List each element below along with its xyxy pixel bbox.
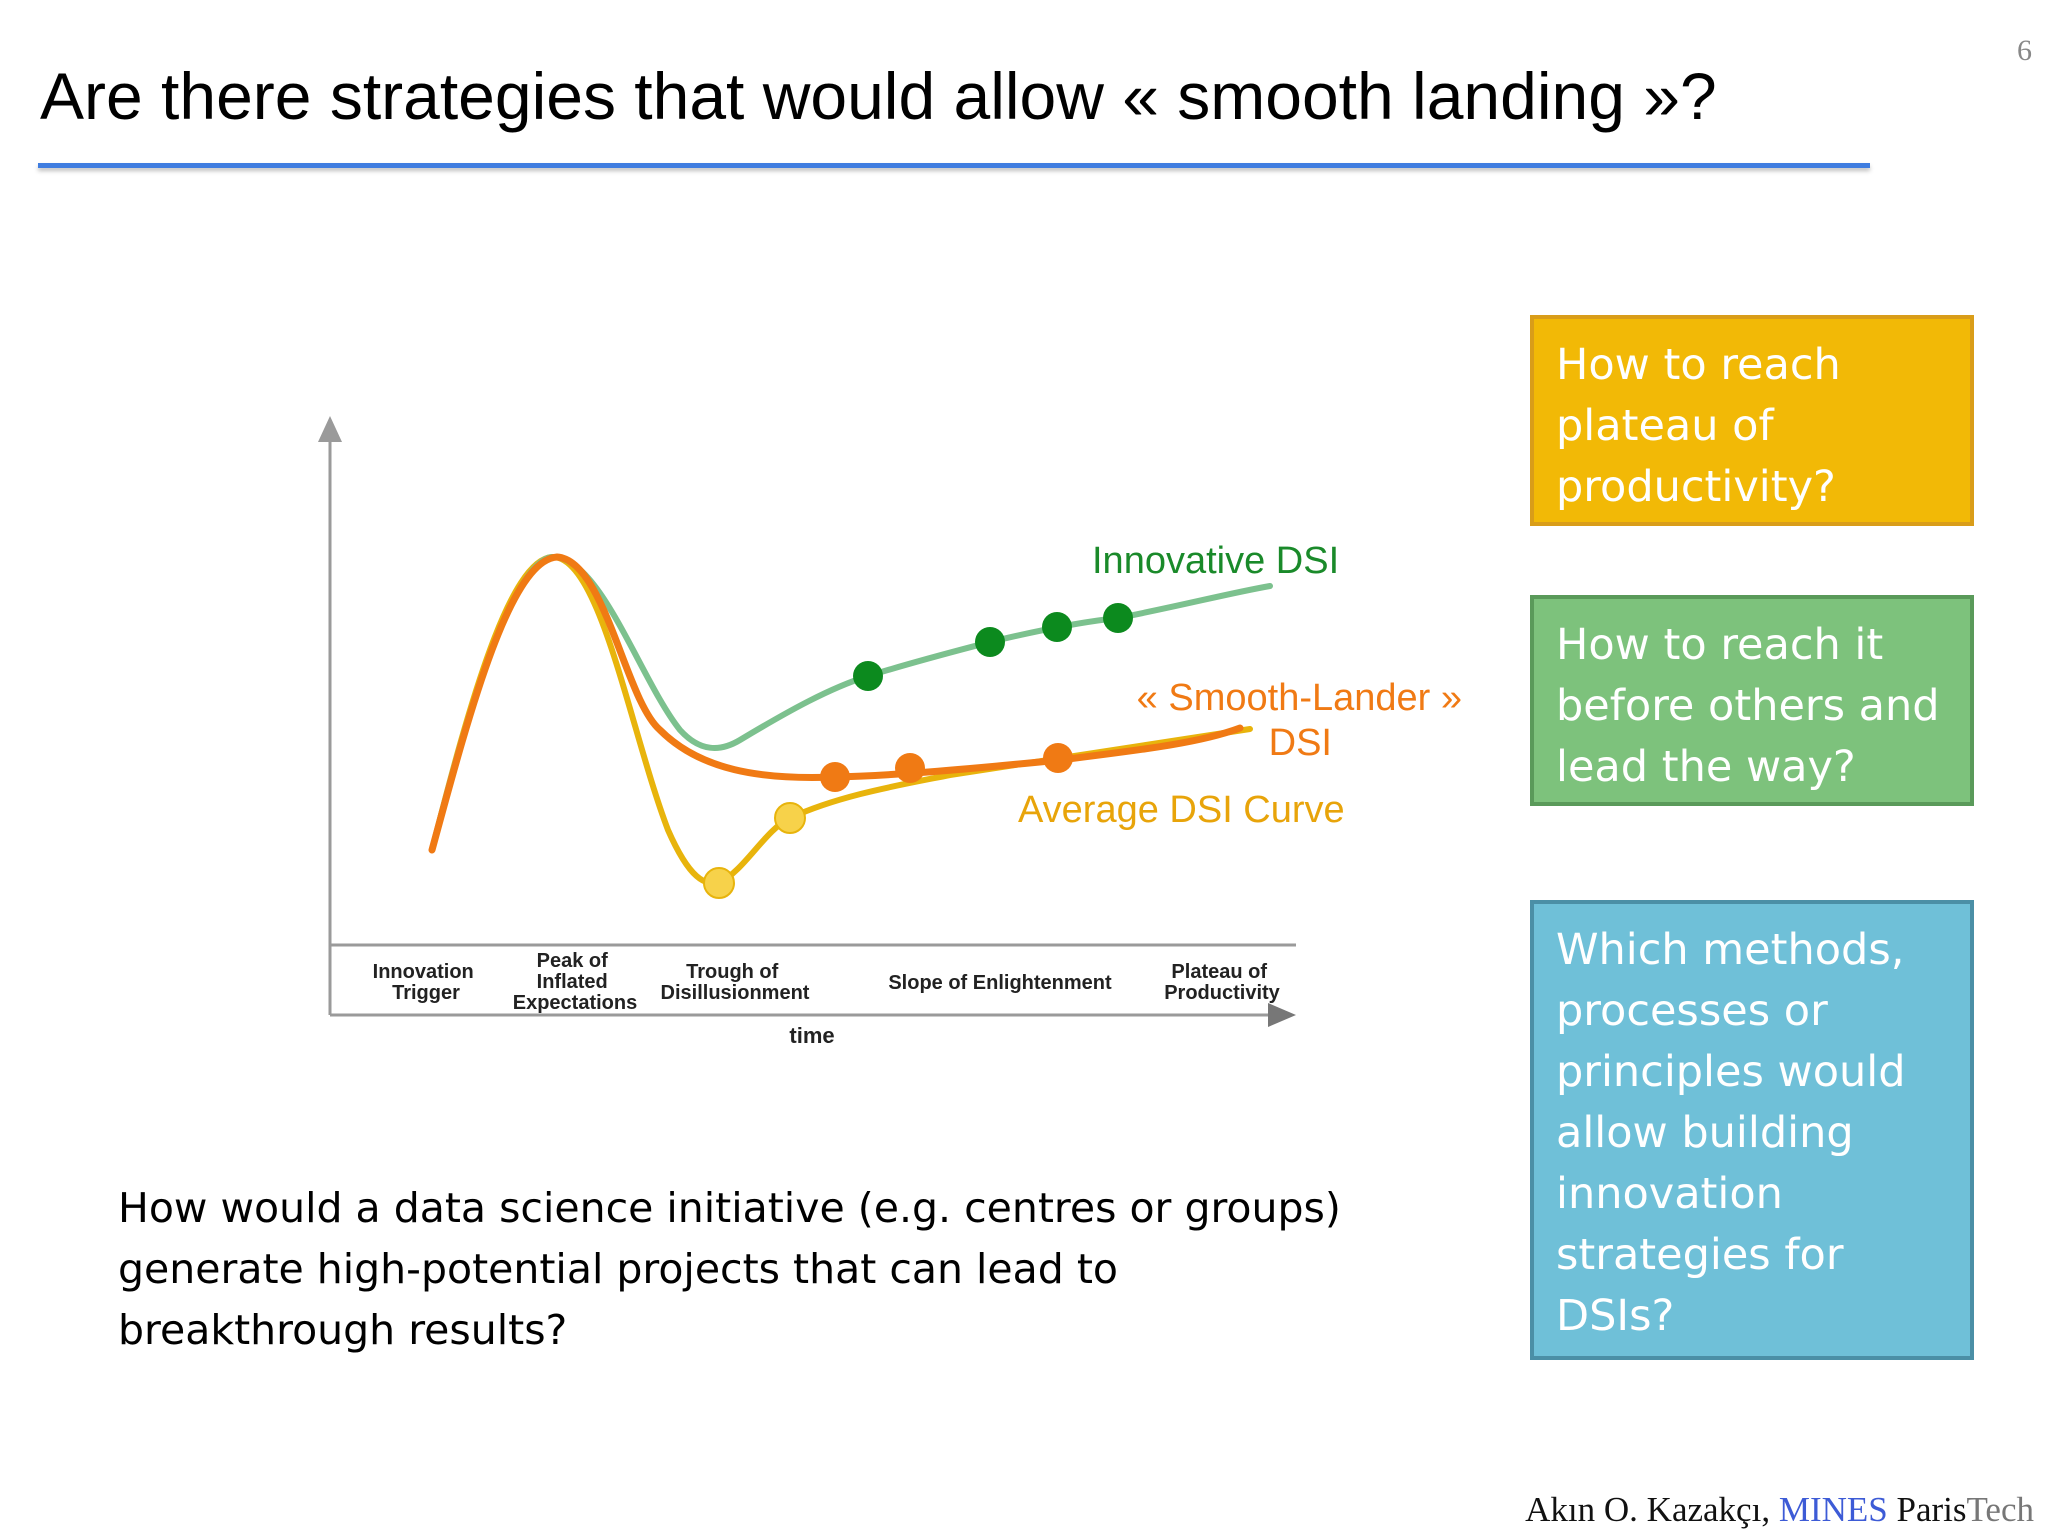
innovative-dot-3 <box>1042 612 1072 642</box>
title-underline <box>38 163 1870 168</box>
innovative-dsi-dots <box>853 603 1133 691</box>
footer-school: Paris <box>1887 1490 1967 1529</box>
smooth-lander-dots <box>820 743 1073 792</box>
footer-org: MINES <box>1778 1490 1888 1529</box>
callout-lead-the-way: How to reach it before others and lead t… <box>1530 595 1974 806</box>
y-axis-arrow <box>318 416 342 442</box>
phase-label-plateau: Plateau of Productivity <box>1164 961 1280 1004</box>
callout-methods: Which methods, processes or principles w… <box>1530 900 1974 1360</box>
smooth-dot-1 <box>820 762 850 792</box>
average-dsi-curve <box>429 553 1253 887</box>
innovative-dot-4 <box>1103 603 1133 633</box>
average-dsi-dots <box>703 802 806 899</box>
phase-labels: Innovation Trigger Peak of Inflated Expe… <box>373 950 1281 1014</box>
slide-footer: Akın O. Kazakçı, MINES ParisTech <box>1525 1490 2034 1530</box>
slide-question: How would a data science initiative (e.g… <box>118 1184 1341 1354</box>
phase-label-slope: Slope of Enlightenment <box>888 972 1112 994</box>
smooth-dot-3 <box>1043 743 1073 773</box>
callout-plateau: How to reach plateau of productivity? <box>1530 315 1974 526</box>
average-dsi-label: Average DSI Curve <box>1018 789 1345 831</box>
smooth-lander-label-line2: DSI <box>1269 722 1332 764</box>
x-axis-label: time <box>789 1023 834 1048</box>
x-axis-arrow <box>1268 1003 1296 1027</box>
smooth-dot-2 <box>895 753 925 783</box>
innovative-dsi-label: Innovative DSI <box>1092 540 1339 582</box>
phase-label-trough: Trough of Disillusionment <box>661 961 810 1004</box>
phase-label-peak: Peak of Inflated Expectations <box>513 950 637 1014</box>
phase-label-innovation-trigger: Innovation Trigger <box>373 961 480 1004</box>
average-dot-1 <box>703 867 735 899</box>
innovative-dot-2 <box>975 627 1005 657</box>
slide-title: Are there strategies that would allow « … <box>40 59 1717 133</box>
page-number: 6 <box>2017 34 2032 67</box>
smooth-lander-label-line1: « Smooth-Lander » <box>1137 677 1462 719</box>
footer-author: Akın O. Kazakçı, <box>1525 1490 1779 1529</box>
footer-school-suffix: Tech <box>1966 1490 2034 1529</box>
innovative-dot-1 <box>853 661 883 691</box>
average-dot-2 <box>774 802 806 834</box>
